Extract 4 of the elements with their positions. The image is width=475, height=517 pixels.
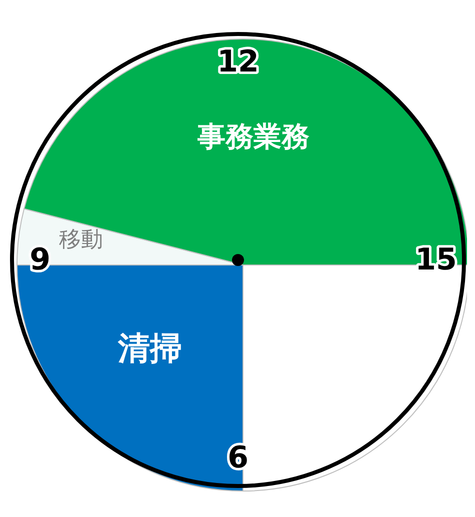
slice-label: 清掃: [117, 328, 182, 367]
text: 12: [217, 44, 259, 80]
slice-label: 事務業務: [196, 120, 310, 154]
slice-label: 移動: [59, 228, 104, 253]
